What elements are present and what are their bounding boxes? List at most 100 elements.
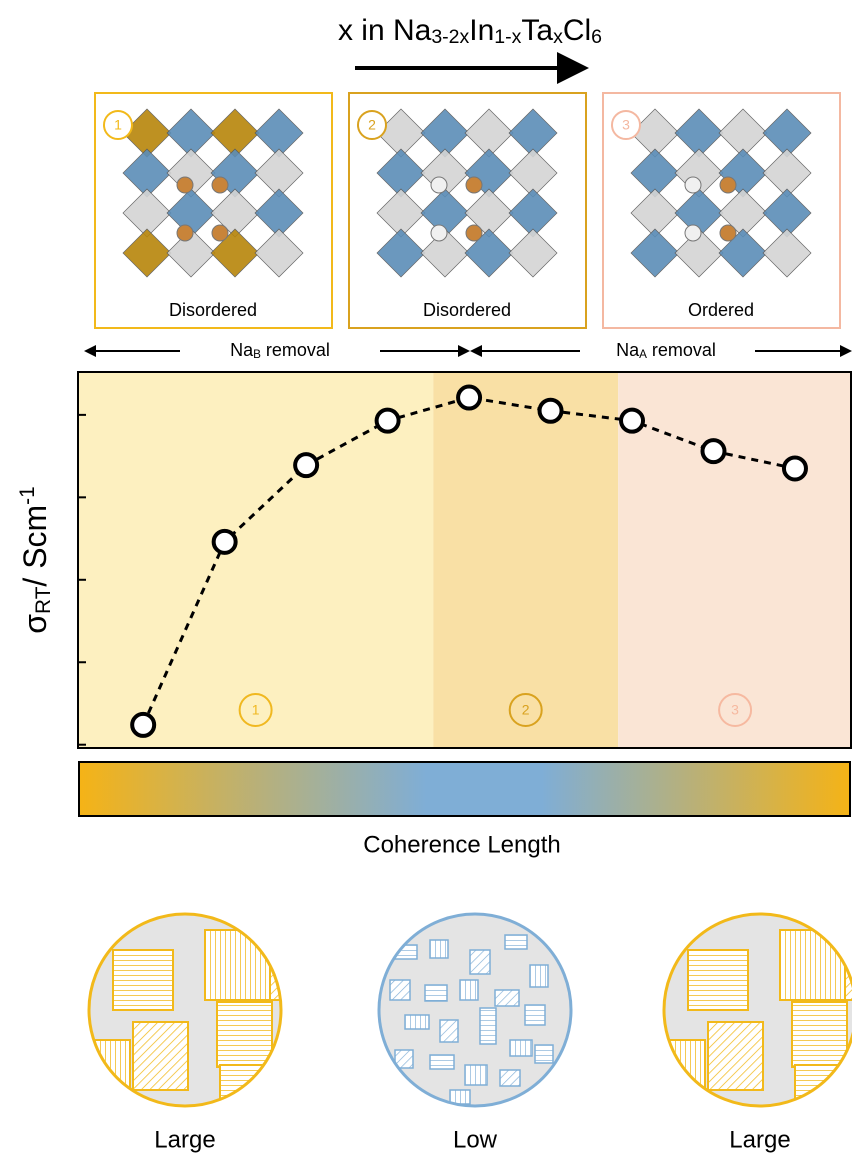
domain: [429, 1054, 455, 1070]
crystal-polyhedron: [762, 228, 812, 278]
text-part: σ: [17, 614, 53, 634]
panel-label: Ordered: [688, 300, 754, 320]
text-part: Na: [230, 340, 254, 360]
data-point: [456, 384, 483, 411]
text-part: -1: [16, 486, 39, 505]
region-ring: [238, 693, 273, 727]
domain: [504, 934, 528, 950]
text-part: removal: [647, 340, 716, 360]
domain-outline: [377, 912, 573, 1108]
domain: [494, 989, 520, 1007]
domain: [469, 949, 491, 975]
region: [618, 372, 852, 748]
domain: [779, 929, 849, 1001]
region-label: 2: [522, 702, 530, 718]
domain-label: Large: [154, 1126, 215, 1153]
domain: [524, 1004, 546, 1026]
domain: [389, 979, 411, 1001]
data-point: [700, 438, 727, 465]
text-part: removal: [261, 340, 330, 360]
data-point: [374, 407, 401, 434]
domain: [439, 1019, 459, 1043]
data-point: [619, 407, 646, 434]
na-atom: [719, 176, 737, 194]
crystal-polyhedron: [420, 228, 470, 278]
na-atom: [430, 176, 448, 194]
domain: [204, 929, 274, 1001]
text-part: B: [253, 348, 261, 361]
plot-frame: [77, 371, 852, 749]
text-part: In: [469, 14, 494, 47]
y-axis-label: σRT/ Scm-1: [16, 486, 55, 633]
crystal-polyhedron: [166, 228, 216, 278]
domain-label: Low: [453, 1126, 498, 1153]
panel-number: 2: [368, 117, 376, 133]
domain: [687, 949, 749, 1011]
region-ring: [508, 693, 543, 727]
data-point: [211, 528, 238, 555]
panel-number: 1: [114, 117, 122, 133]
text-part: RT: [32, 586, 55, 614]
domain: [499, 1069, 521, 1087]
text-part: 6: [591, 26, 602, 48]
na-atom: [176, 224, 194, 242]
removal-label: NaB removal: [230, 340, 330, 361]
title: x in Na3-2xIn1-xTaxCl6: [338, 14, 602, 48]
na-atom: [211, 224, 229, 242]
region: [78, 372, 434, 748]
na-atom: [430, 224, 448, 242]
na-atom: [684, 176, 702, 194]
domain: [112, 949, 174, 1011]
data-point: [781, 455, 808, 482]
text-part: Ta: [521, 14, 553, 47]
domain: [464, 1064, 488, 1086]
na-atom: [176, 176, 194, 194]
na-atom: [684, 224, 702, 242]
domains: [389, 934, 554, 1105]
panel-number-ring: [611, 110, 641, 140]
domain: [394, 1049, 414, 1069]
domain: [449, 1089, 471, 1105]
crystal-polyhedron: [376, 228, 426, 278]
domain: [132, 1021, 189, 1091]
domain: [707, 1021, 764, 1091]
text-part: x in Na: [338, 14, 432, 47]
region-label: 1: [252, 702, 260, 718]
domain-circle: [379, 914, 571, 1106]
domain: [791, 1001, 848, 1068]
domain-outline: [87, 912, 283, 1108]
text-part: x: [553, 26, 563, 48]
domain: [529, 964, 549, 988]
panel-label: Disordered: [423, 300, 511, 320]
na-atom: [211, 176, 229, 194]
panel-number: 3: [622, 117, 630, 133]
crystal-polyhedron: [122, 228, 172, 278]
domain: [479, 1007, 497, 1045]
panel-label: Disordered: [169, 300, 257, 320]
panel-number-ring: [357, 110, 387, 140]
text-part: 3-2x: [431, 26, 469, 48]
data-point: [293, 452, 320, 479]
domain: [216, 1001, 273, 1068]
text-part: Na: [616, 340, 640, 360]
na-atom: [465, 224, 483, 242]
gradient-title: Coherence Length: [363, 831, 560, 858]
domain: [429, 939, 449, 959]
crystal-polyhedron: [464, 228, 514, 278]
crystal-polyhedron: [254, 228, 304, 278]
crystal-polyhedron: [630, 228, 680, 278]
domain: [459, 979, 479, 1001]
region-label: 3: [731, 702, 739, 718]
na-atom: [465, 176, 483, 194]
trend-line: [141, 396, 796, 726]
domain: [534, 1044, 554, 1064]
na-atom: [719, 224, 737, 242]
text-part: 1-x: [494, 26, 521, 48]
domain: [509, 1039, 533, 1057]
region-ring: [718, 693, 753, 727]
data-point: [537, 397, 564, 424]
text-part: Cl: [563, 14, 591, 47]
domain: [424, 984, 448, 1002]
region: [433, 372, 619, 748]
